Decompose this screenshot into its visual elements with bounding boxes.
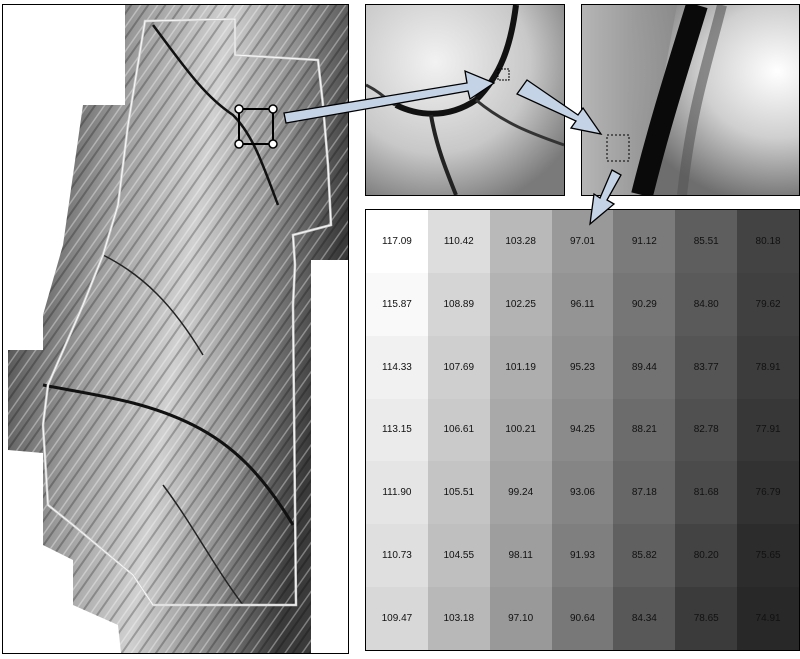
elevation-cell: 101.19 (489, 335, 552, 399)
dem-terrain-image (8, 5, 348, 653)
elevation-values-grid: 117.09 110.42 103.28 97.01 91.12 85.51 80.18 11… (365, 209, 800, 651)
elevation-cell: 87.18 (613, 461, 676, 525)
no-data-area (311, 260, 348, 653)
elevation-cell: 74.91 (737, 587, 799, 650)
elevation-cell: 107.69 (427, 335, 490, 399)
elevation-cell: 117.09 (366, 210, 428, 273)
zoom-level-1-image (366, 5, 564, 195)
dem-overview-map (2, 4, 349, 654)
elevation-cell: 88.21 (613, 398, 676, 462)
elevation-cell: 77.91 (737, 398, 799, 462)
elevation-cell: 91.93 (551, 524, 614, 588)
elevation-cell: 75.65 (737, 524, 799, 588)
elevation-cell: 83.77 (675, 335, 738, 399)
elevation-cell: 78.65 (675, 587, 738, 650)
elevation-cell: 79.62 (737, 272, 799, 336)
elevation-cell: 108.89 (427, 272, 490, 336)
cell-value-table: 117.09 110.42 103.28 97.01 91.12 85.51 80.18 11… (366, 210, 799, 650)
elevation-cell: 97.10 (489, 587, 552, 650)
elevation-cell: 91.12 (613, 210, 676, 273)
elevation-cell: 81.68 (675, 461, 738, 525)
zoom-level-1-panel (365, 4, 565, 196)
channel-closeup (631, 5, 708, 195)
elevation-cell: 80.20 (675, 524, 738, 588)
river-channel (151, 24, 280, 206)
zoom-level-2-panel (581, 4, 800, 196)
elevation-cell: 98.11 (489, 524, 552, 588)
elevation-cell: 90.29 (613, 272, 676, 336)
elevation-cell: 105.51 (427, 461, 490, 525)
elevation-cell: 76.79 (737, 461, 799, 525)
elevation-cell: 104.55 (427, 524, 490, 588)
zoom-level-2-image (582, 5, 799, 195)
elevation-cell: 110.42 (427, 210, 490, 273)
elevation-cell: 84.34 (613, 587, 676, 650)
elevation-cell: 110.73 (366, 524, 428, 588)
elevation-cell: 82.78 (675, 398, 738, 462)
elevation-cell: 99.24 (489, 461, 552, 525)
elevation-cell: 97.01 (551, 210, 614, 273)
elevation-cell: 106.61 (427, 398, 490, 462)
elevation-cell: 103.28 (489, 210, 552, 273)
elevation-cell: 113.15 (366, 398, 428, 462)
elevation-cell: 111.90 (366, 461, 428, 525)
elevation-cell: 100.21 (489, 398, 552, 462)
elevation-cell: 102.25 (489, 272, 552, 336)
elevation-cell: 80.18 (737, 210, 799, 273)
elevation-cell: 103.18 (427, 587, 490, 650)
elevation-cell: 85.51 (675, 210, 738, 273)
elevation-cell: 94.25 (551, 398, 614, 462)
zoom-selection-box (497, 68, 510, 81)
elevation-cell: 114.33 (366, 335, 428, 399)
elevation-cell: 85.82 (613, 524, 676, 588)
elevation-cell: 96.11 (551, 272, 614, 336)
elevation-cell: 115.87 (366, 272, 428, 336)
elevation-cell: 78.91 (737, 335, 799, 399)
elevation-cell: 109.47 (366, 587, 428, 650)
elevation-cell: 89.44 (613, 335, 676, 399)
elevation-cell: 90.64 (551, 587, 614, 650)
elevation-cell: 95.23 (551, 335, 614, 399)
river-channel (42, 383, 295, 526)
elevation-cell: 84.80 (675, 272, 738, 336)
elevation-cell: 93.06 (551, 461, 614, 525)
